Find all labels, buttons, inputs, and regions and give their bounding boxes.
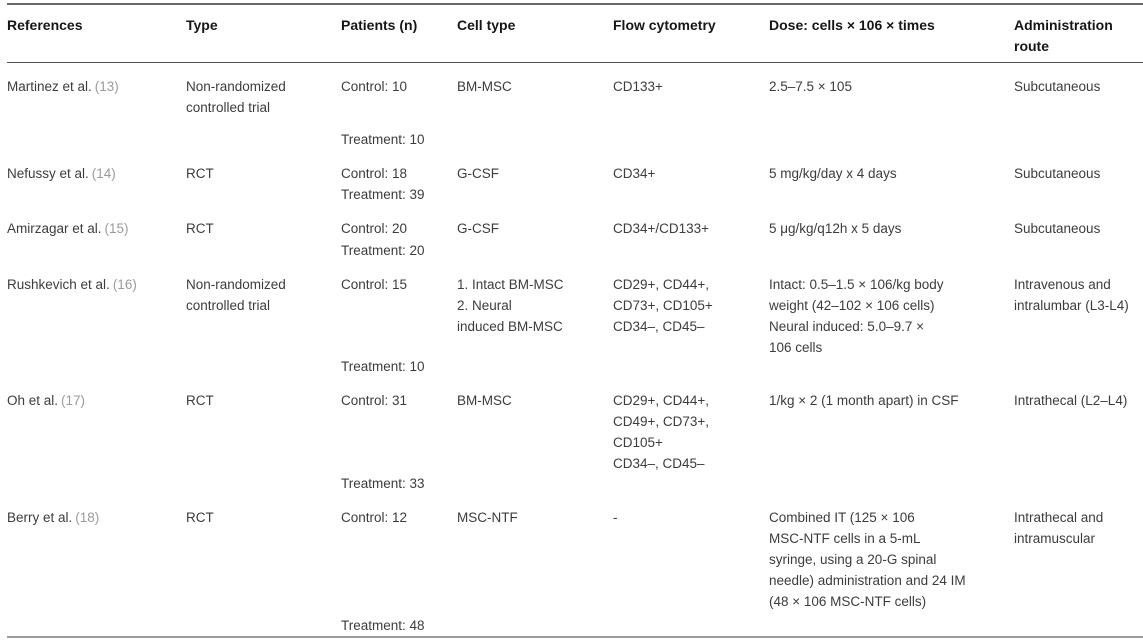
route-cell: Intravenous and intralumbar (L3-L4) [1014, 277, 1129, 313]
table-header-row: References Type Patients (n) Cell type F… [7, 3, 1143, 63]
table-bottom-rule [7, 636, 1143, 638]
patients-control: Control: 15 [341, 277, 408, 292]
patients-treatment: Treatment: 10 [341, 359, 425, 374]
col-header-cell-type: Cell type [457, 17, 516, 33]
references-cell: Amirzagar et al. (15) [7, 218, 186, 261]
flow-cytometry-cell: CD29+, CD44+, CD49+, CD73+, CD105+ CD34–… [613, 393, 710, 471]
citation-link[interactable]: (13) [94, 79, 119, 94]
reference-authors: Berry et al. [7, 510, 73, 525]
route-cell: Intrathecal and intramuscular [1014, 510, 1104, 546]
type-cell: Non-randomized controlled trial [186, 79, 286, 115]
flow-cytometry-cell: CD34+ [613, 166, 656, 181]
dose-cell: Combined IT (125 × 106 MSC-NTF cells in … [769, 510, 966, 609]
flow-cytometry-cell: CD133+ [613, 79, 663, 94]
reference-authors: Martinez et al. [7, 79, 92, 94]
cell-type-cell: MSC-NTF [457, 510, 518, 525]
patients-treatment: Treatment: 20 [341, 243, 425, 258]
route-cell: Subcutaneous [1014, 166, 1101, 181]
patients-cell: Control: 31 Treatment: 33 [341, 390, 457, 494]
route-cell: Subcutaneous [1014, 221, 1101, 236]
patients-cell: Control: 20 Treatment: 20 [341, 218, 457, 261]
citation-link[interactable]: (17) [61, 393, 86, 408]
table-row: Oh et al. (17) RCT Control: 31 Treatment:… [7, 377, 1143, 494]
type-cell: RCT [186, 393, 214, 408]
patients-cell: Control: 18 Treatment: 39 [341, 163, 457, 205]
flow-cytometry-cell: CD34+/CD133+ [613, 221, 710, 236]
patients-control: Control: 18 [341, 166, 408, 181]
citation-link[interactable]: (18) [75, 510, 100, 525]
flow-cytometry-cell: - [613, 510, 618, 525]
cell-type-cell: BM-MSC [457, 79, 512, 94]
col-header-patients: Patients (n) [341, 17, 418, 33]
patients-treatment: Treatment: 33 [341, 476, 425, 491]
col-header-flow-cytometry: Flow cytometry [613, 17, 716, 33]
type-cell: RCT [186, 510, 214, 525]
citation-link[interactable]: (15) [104, 221, 129, 236]
reference-authors: Rushkevich et al. [7, 277, 110, 292]
patients-control: Control: 12 [341, 510, 408, 525]
patients-control: Control: 20 [341, 221, 408, 236]
patients-treatment: Treatment: 10 [341, 132, 425, 147]
cell-type-cell: G-CSF [457, 221, 499, 236]
table-row: Rushkevich et al. (16) Non-randomized con… [7, 261, 1143, 377]
cell-type-cell: G-CSF [457, 166, 499, 181]
table-row: Martinez et al. (13) Non-randomized contr… [7, 63, 1143, 150]
flow-cytometry-cell: CD29+, CD44+, CD73+, CD105+ CD34–, CD45– [613, 277, 713, 334]
cell-type-cell: BM-MSC [457, 393, 512, 408]
references-cell: Nefussy et al. (14) [7, 163, 186, 205]
col-header-dose: Dose: cells × 106 × times [769, 17, 935, 33]
citation-link[interactable]: (14) [91, 166, 116, 181]
patients-cell: Control: 12 Treatment: 48 [341, 507, 457, 636]
col-header-references: References [7, 17, 83, 33]
references-cell: Oh et al. (17) [7, 390, 186, 494]
type-cell: RCT [186, 221, 214, 236]
col-header-type: Type [186, 17, 218, 33]
patients-cell: Control: 10 Treatment: 10 [341, 76, 457, 150]
references-cell: Rushkevich et al. (16) [7, 274, 186, 377]
table-row: Amirzagar et al. (15) RCT Control: 20 Tre… [7, 205, 1143, 261]
patients-cell: Control: 15 Treatment: 10 [341, 274, 457, 377]
table-row: Berry et al. (18) RCT Control: 12 Treatme… [7, 494, 1143, 636]
dose-cell: 5 μg/kg/q12h x 5 days [769, 221, 902, 236]
route-cell: Subcutaneous [1014, 79, 1101, 94]
dose-cell: Intact: 0.5–1.5 × 106/kg body weight (42… [769, 277, 944, 355]
clinical-trials-table: References Type Patients (n) Cell type F… [0, 3, 1143, 638]
type-cell: Non-randomized controlled trial [186, 277, 286, 313]
dose-cell: 2.5–7.5 × 105 [769, 79, 852, 94]
reference-authors: Nefussy et al. [7, 166, 89, 181]
reference-authors: Amirzagar et al. [7, 221, 102, 236]
type-cell: RCT [186, 166, 214, 181]
route-cell: Intrathecal (L2–L4) [1014, 393, 1128, 408]
patients-treatment: Treatment: 39 [341, 187, 425, 202]
dose-cell: 5 mg/kg/day x 4 days [769, 166, 897, 181]
patients-treatment: Treatment: 48 [341, 618, 425, 633]
table-row: Nefussy et al. (14) RCT Control: 18 Treat… [7, 150, 1143, 205]
patients-control: Control: 10 [341, 79, 408, 94]
cell-type-cell: 1. Intact BM-MSC 2. Neural induced BM-MS… [457, 277, 564, 334]
references-cell: Martinez et al. (13) [7, 76, 186, 150]
reference-authors: Oh et al. [7, 393, 59, 408]
citation-link[interactable]: (16) [112, 277, 137, 292]
dose-cell: 1/kg × 2 (1 month apart) in CSF [769, 393, 959, 408]
patients-control: Control: 31 [341, 393, 408, 408]
col-header-administration-route: Administration route [1014, 17, 1113, 54]
references-cell: Berry et al. (18) [7, 507, 186, 636]
